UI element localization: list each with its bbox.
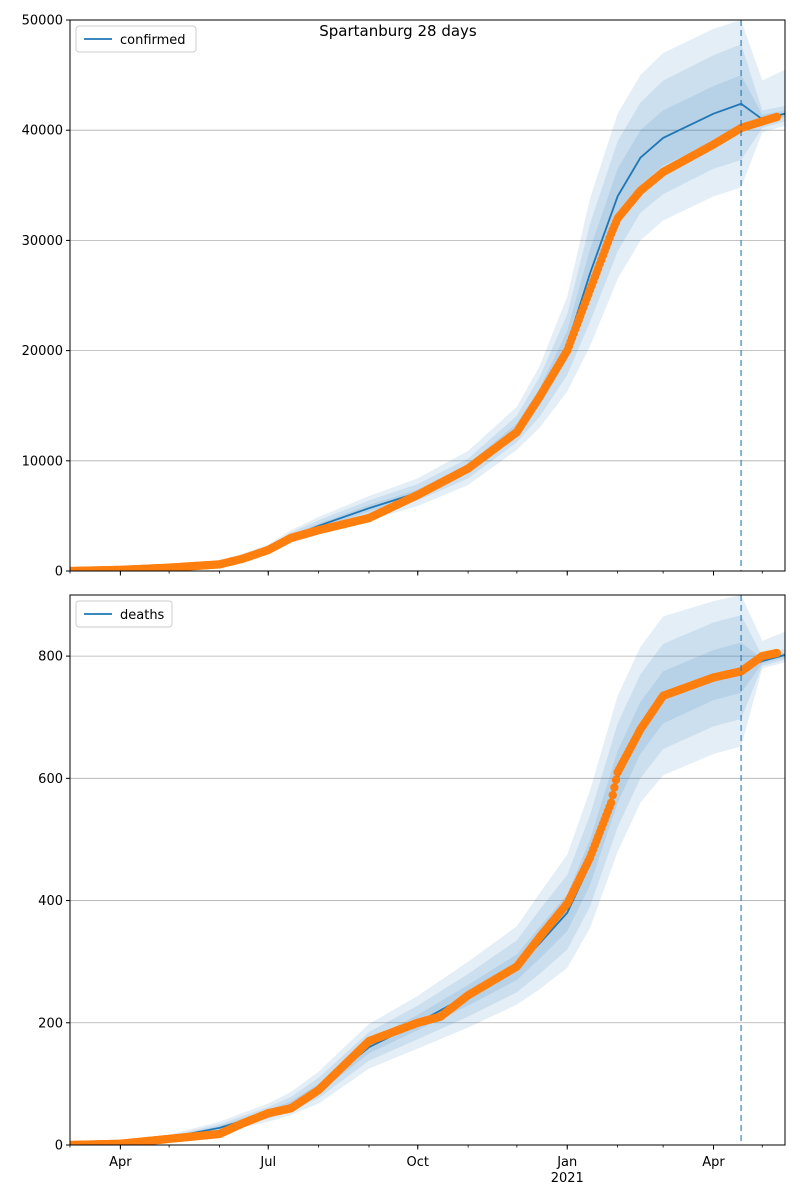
axes-frame	[69, 19, 786, 572]
y-tick-label: 0	[55, 1139, 63, 1154]
x-tick-label: Apr	[109, 1155, 132, 1170]
panel-0: 0 10000 20000 30000 40000 50000 confirmed	[22, 14, 786, 580]
observed-point	[772, 648, 782, 658]
band-80	[70, 44, 785, 571]
legend: deaths	[75, 600, 173, 628]
legend-box	[75, 25, 197, 53]
y-tick-label: 800	[38, 650, 63, 665]
observed-point	[606, 798, 616, 807]
legend-label: confirmed	[120, 33, 186, 48]
y-tick-label: 200	[38, 1016, 63, 1031]
x-tick-label: Jan	[556, 1155, 577, 1170]
x-tick-label: Jul	[259, 1155, 276, 1170]
legend: confirmed	[75, 25, 197, 53]
band-80	[70, 615, 785, 1145]
legend-label: deaths	[120, 608, 165, 623]
panel-1: 0 200 400 600 800 Apr Jul Oct Jan Apr 2021 deaths	[38, 594, 786, 1186]
plot-area	[70, 20, 785, 571]
x-year-label: 2021	[551, 1171, 584, 1186]
observed-point	[610, 783, 619, 792]
plot-area	[70, 595, 785, 1145]
observed-point	[608, 790, 617, 800]
observed-point	[611, 775, 621, 785]
band-95	[70, 20, 785, 571]
chart-panels: 0 10000 20000 30000 40000 50000 confirmed 0 200 4…	[22, 14, 786, 1186]
observed-point	[772, 112, 782, 122]
y-tick-label: 40000	[22, 124, 63, 139]
x-tick-label: Oct	[407, 1155, 429, 1170]
y-tick-label: 20000	[22, 344, 63, 359]
band-95	[70, 595, 785, 1145]
legend-box	[75, 600, 173, 628]
band-50	[70, 642, 785, 1145]
axes-frame	[69, 594, 786, 1146]
chart-title: Spartanburg 28 days	[319, 22, 477, 40]
y-tick-label: 50000	[22, 14, 63, 29]
x-tick-label: Apr	[702, 1155, 725, 1170]
y-tick-label: 0	[55, 565, 63, 580]
y-tick-label: 30000	[22, 234, 63, 249]
y-tick-label: 400	[38, 894, 63, 909]
y-tick-label: 600	[38, 772, 63, 787]
y-tick-label: 10000	[22, 454, 63, 469]
band-50	[70, 75, 785, 571]
